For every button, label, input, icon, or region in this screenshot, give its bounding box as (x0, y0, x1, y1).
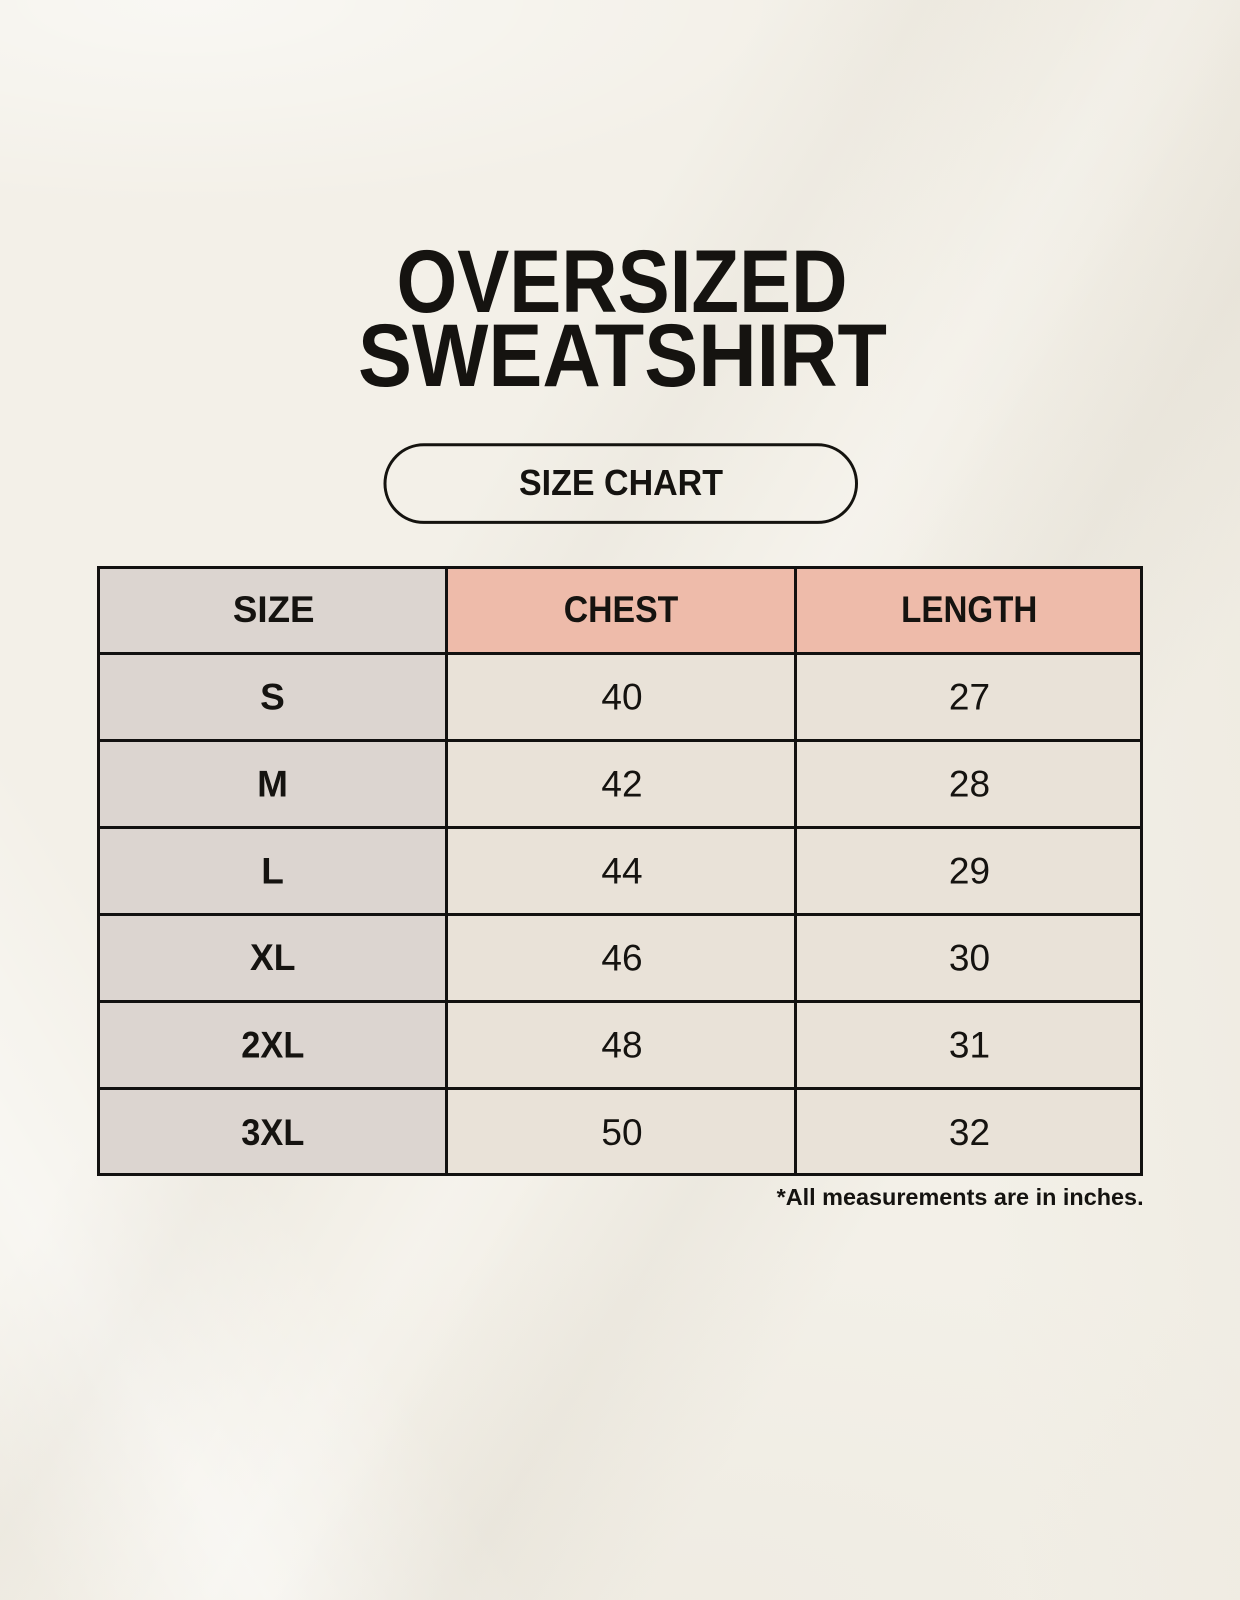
svg-text:27: 27 (949, 677, 990, 718)
svg-text:29: 29 (949, 851, 990, 892)
svg-text:28: 28 (949, 764, 990, 805)
svg-text:44: 44 (601, 851, 642, 892)
svg-text:LENGTH: LENGTH (901, 589, 1037, 630)
svg-text:OVERSIZED: OVERSIZED (397, 231, 848, 331)
svg-text:L: L (261, 851, 284, 892)
svg-text:42: 42 (601, 764, 642, 805)
svg-text:XL: XL (250, 937, 296, 978)
svg-text:31: 31 (949, 1025, 990, 1066)
svg-text:M: M (257, 764, 288, 805)
svg-text:32: 32 (949, 1112, 990, 1153)
svg-text:S: S (260, 677, 285, 718)
svg-text:SIZE: SIZE (233, 589, 315, 630)
svg-text:50: 50 (601, 1112, 642, 1153)
svg-text:2XL: 2XL (241, 1025, 304, 1066)
svg-text:30: 30 (949, 938, 990, 979)
svg-text:46: 46 (601, 938, 642, 979)
svg-text:CHEST: CHEST (564, 589, 679, 630)
svg-text:40: 40 (601, 677, 642, 718)
svg-text:SIZE CHART: SIZE CHART (519, 462, 723, 503)
svg-text:SWEATSHIRT: SWEATSHIRT (358, 305, 887, 405)
svg-text:3XL: 3XL (241, 1112, 304, 1153)
svg-text:*All measurements are in inche: *All measurements are in inches. (777, 1184, 1144, 1210)
svg-text:48: 48 (601, 1025, 642, 1066)
